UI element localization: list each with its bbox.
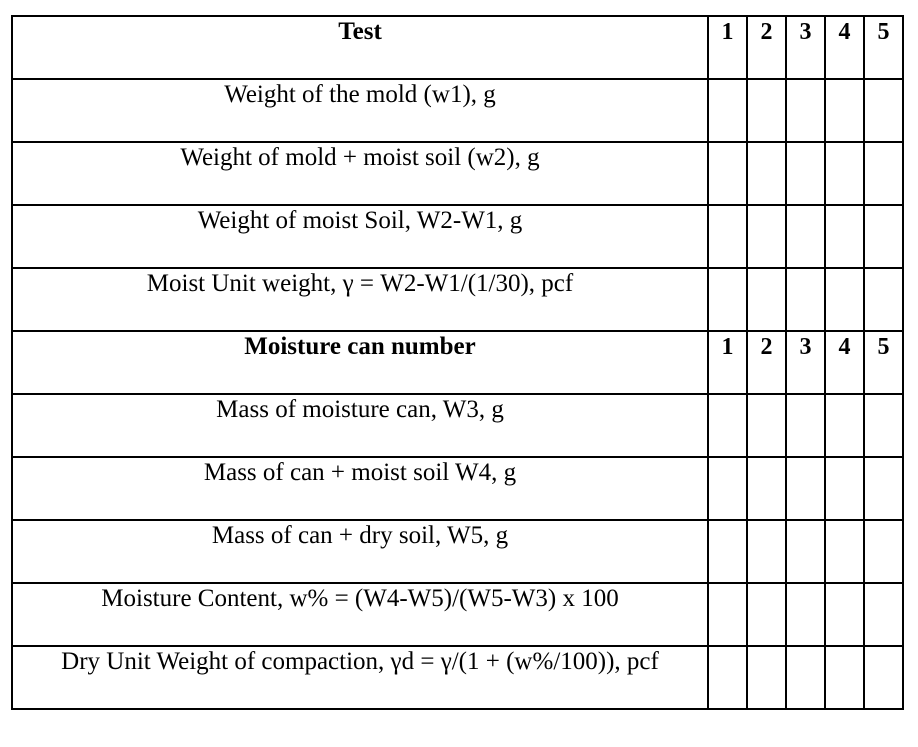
- data-cell[interactable]: [785, 78, 826, 143]
- data-cell[interactable]: [863, 141, 904, 206]
- can-number-1: 1: [707, 330, 748, 395]
- row-label-moist-soil-weight: Weight of moist Soil, W2-W1, g: [11, 204, 709, 269]
- row-label-can-moist-soil: Mass of can + moist soil W4, g: [11, 456, 709, 521]
- table-row: Weight of moist Soil, W2-W1, g: [11, 204, 904, 269]
- row-label-can-dry-soil: Mass of can + dry soil, W5, g: [11, 519, 709, 584]
- row-label-can-mass: Mass of moisture can, W3, g: [11, 393, 709, 458]
- test-number-3: 3: [785, 15, 826, 80]
- test-header-row: Test 1 2 3 4 5: [11, 15, 904, 80]
- data-cell[interactable]: [746, 645, 787, 710]
- data-cell[interactable]: [824, 645, 865, 710]
- data-cell[interactable]: [785, 141, 826, 206]
- data-cell[interactable]: [746, 267, 787, 332]
- test-number-2: 2: [746, 15, 787, 80]
- data-cell[interactable]: [707, 204, 748, 269]
- data-cell[interactable]: [824, 267, 865, 332]
- data-cell[interactable]: [785, 204, 826, 269]
- data-cell[interactable]: [746, 393, 787, 458]
- data-cell[interactable]: [746, 141, 787, 206]
- data-cell[interactable]: [863, 204, 904, 269]
- can-number-3: 3: [785, 330, 826, 395]
- data-cell[interactable]: [824, 78, 865, 143]
- data-cell[interactable]: [824, 141, 865, 206]
- table-row: Weight of the mold (w1), g: [11, 78, 904, 143]
- data-cell[interactable]: [707, 393, 748, 458]
- table-row: Dry Unit Weight of compaction, γd = γ/(1…: [11, 645, 904, 710]
- data-cell[interactable]: [824, 582, 865, 647]
- compaction-data-sheet: Test 1 2 3 4 5 Weight of the mold (w1), …: [11, 15, 904, 710]
- moisture-can-header-row: Moisture can number 1 2 3 4 5: [11, 330, 904, 395]
- data-cell[interactable]: [863, 78, 904, 143]
- row-label-dry-unit-weight: Dry Unit Weight of compaction, γd = γ/(1…: [11, 645, 709, 710]
- can-number-4: 4: [824, 330, 865, 395]
- data-cell[interactable]: [746, 519, 787, 584]
- data-cell[interactable]: [863, 582, 904, 647]
- data-cell[interactable]: [746, 582, 787, 647]
- data-cell[interactable]: [785, 456, 826, 521]
- test-number-5: 5: [863, 15, 904, 80]
- data-cell[interactable]: [824, 519, 865, 584]
- data-cell[interactable]: [707, 519, 748, 584]
- data-cell[interactable]: [824, 204, 865, 269]
- data-cell[interactable]: [785, 519, 826, 584]
- data-cell[interactable]: [863, 519, 904, 584]
- data-cell[interactable]: [785, 582, 826, 647]
- table-row: Moisture Content, w% = (W4-W5)/(W5-W3) x…: [11, 582, 904, 647]
- row-label-mold-weight: Weight of the mold (w1), g: [11, 78, 709, 143]
- table-row: Moist Unit weight, γ = W2-W1/(1/30), pcf: [11, 267, 904, 332]
- table-row: Mass of can + dry soil, W5, g: [11, 519, 904, 584]
- data-cell[interactable]: [707, 78, 748, 143]
- data-cell[interactable]: [707, 267, 748, 332]
- data-cell[interactable]: [785, 645, 826, 710]
- data-cell[interactable]: [863, 267, 904, 332]
- test-number-1: 1: [707, 15, 748, 80]
- table-row: Weight of mold + moist soil (w2), g: [11, 141, 904, 206]
- data-cell[interactable]: [707, 141, 748, 206]
- data-cell[interactable]: [785, 267, 826, 332]
- data-cell[interactable]: [746, 456, 787, 521]
- moisture-can-header-label: Moisture can number: [11, 330, 709, 395]
- data-cell[interactable]: [746, 204, 787, 269]
- can-number-5: 5: [863, 330, 904, 395]
- data-cell[interactable]: [707, 582, 748, 647]
- data-cell[interactable]: [863, 393, 904, 458]
- row-label-moisture-content: Moisture Content, w% = (W4-W5)/(W5-W3) x…: [11, 582, 709, 647]
- table-row: Mass of can + moist soil W4, g: [11, 456, 904, 521]
- row-label-moist-unit-weight: Moist Unit weight, γ = W2-W1/(1/30), pcf: [11, 267, 709, 332]
- data-cell[interactable]: [707, 456, 748, 521]
- data-cell[interactable]: [824, 456, 865, 521]
- data-cell[interactable]: [863, 645, 904, 710]
- data-cell[interactable]: [707, 645, 748, 710]
- test-header-label: Test: [11, 15, 709, 80]
- table-row: Mass of moisture can, W3, g: [11, 393, 904, 458]
- data-cell[interactable]: [863, 456, 904, 521]
- row-label-mold-moist-soil: Weight of mold + moist soil (w2), g: [11, 141, 709, 206]
- can-number-2: 2: [746, 330, 787, 395]
- test-number-4: 4: [824, 15, 865, 80]
- data-cell[interactable]: [785, 393, 826, 458]
- data-cell[interactable]: [746, 78, 787, 143]
- data-cell[interactable]: [824, 393, 865, 458]
